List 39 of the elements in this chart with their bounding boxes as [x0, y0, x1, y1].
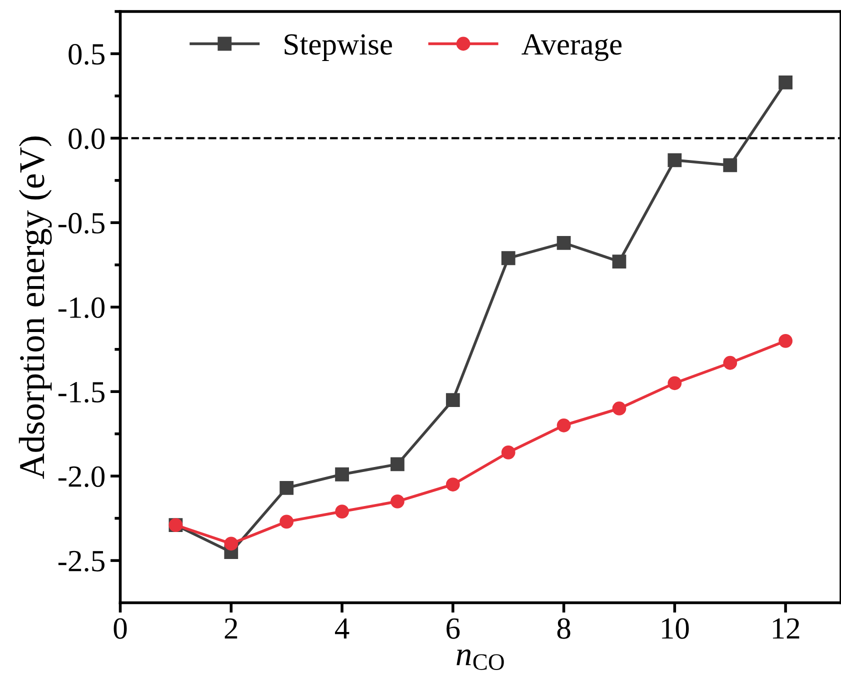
legend-label: Stepwise	[284, 34, 392, 61]
point	[668, 153, 682, 168]
x-tick-label: 4	[334, 618, 350, 639]
x-tick-label: 0	[114, 618, 127, 639]
y-tick-label: 0.0	[68, 128, 105, 150]
point	[612, 402, 626, 416]
point	[390, 457, 404, 472]
point	[778, 334, 793, 348]
point	[446, 393, 460, 407]
x-tick-label: 6	[446, 618, 460, 639]
y-tick-label: -2.5	[58, 550, 104, 572]
point	[723, 158, 738, 172]
point	[446, 478, 460, 492]
y-tick-label: -0.5	[58, 212, 104, 234]
point	[501, 445, 516, 460]
point	[335, 467, 349, 482]
y-axis-title: Adsorption energy (eV)	[18, 136, 52, 479]
point	[556, 236, 571, 250]
x-tick-label: 12	[772, 618, 800, 639]
point	[280, 480, 294, 495]
y-tick-label: -1.5	[58, 382, 104, 403]
y-tick-label: 0.5	[68, 44, 104, 65]
point	[556, 418, 571, 432]
x-tick-label: 10	[662, 618, 689, 639]
x-tick-label: 2	[224, 618, 238, 639]
point	[612, 254, 626, 268]
point	[335, 504, 349, 518]
point	[224, 536, 238, 551]
y-tick-label: -1.0	[58, 297, 105, 318]
y-tick-label: -2.0	[58, 466, 105, 488]
point	[723, 356, 738, 370]
point	[668, 376, 682, 390]
x-axis-title: n$_{CO}$	[456, 649, 504, 670]
point	[778, 75, 793, 90]
x-tick-label: 8	[557, 618, 570, 639]
point	[501, 251, 516, 266]
point	[280, 514, 294, 529]
legend-label: Average	[522, 34, 622, 62]
point	[390, 494, 404, 508]
